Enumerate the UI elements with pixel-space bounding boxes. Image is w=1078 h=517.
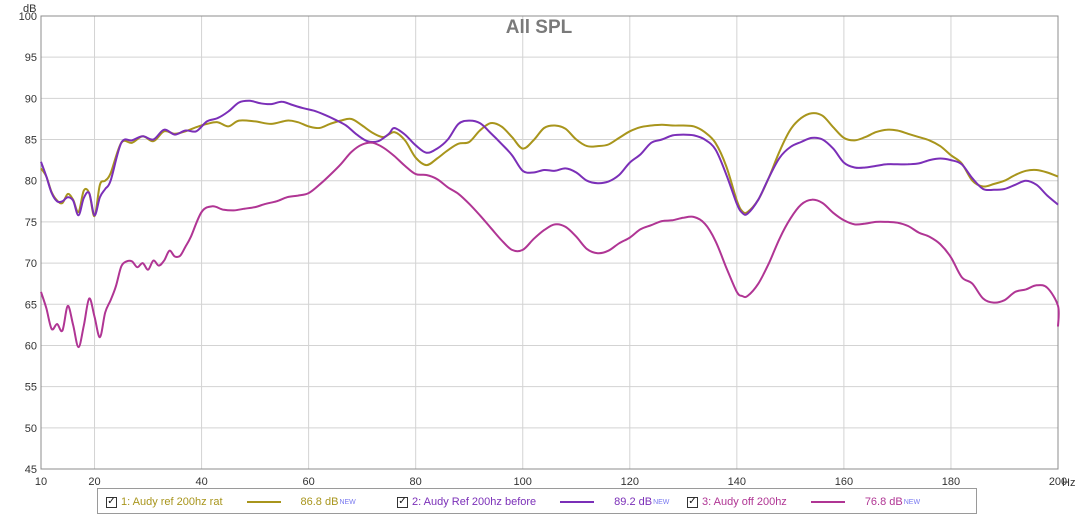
checkbox-series-2[interactable]: ✓ <box>397 496 408 508</box>
plot-area <box>40 15 1059 470</box>
legend-swatch-2 <box>560 501 595 503</box>
series-lines <box>40 99 1060 349</box>
checkbox-series-1[interactable]: ✓ <box>106 496 117 508</box>
legend-value-1: 86.8 dB <box>300 496 339 508</box>
legend-name-3: 3: Audy off 200hz <box>702 496 787 508</box>
grid-lines <box>40 15 1059 470</box>
legend: ✓ 1: Audy ref 200hz rat 86.8 dB NEW ✓ 2: … <box>97 488 977 514</box>
x-tick-label: 40 <box>195 476 207 488</box>
y-tick-label: 50 <box>25 423 37 435</box>
y-axis-label: dB <box>23 3 36 15</box>
legend-new-badge-3: NEW <box>903 498 921 506</box>
x-axis-ticks: 10 20 40 60 80 100 120 140 160 180 200 <box>35 476 1067 488</box>
y-tick-label: 70 <box>25 258 37 270</box>
y-tick-label: 45 <box>25 464 37 476</box>
legend-name-1: 1: Audy ref 200hz rat <box>121 496 223 508</box>
y-tick-label: 100 <box>19 11 37 23</box>
x-tick-label: 80 <box>410 476 422 488</box>
chart-title: All SPL <box>506 17 573 38</box>
x-tick-label: 200 <box>1049 476 1067 488</box>
y-tick-label: 90 <box>25 93 37 105</box>
y-tick-label: 80 <box>25 176 37 188</box>
y-tick-label: 95 <box>25 52 37 64</box>
legend-name-2: 2: Audy Ref 200hz before <box>412 496 537 508</box>
y-axis-ticks: 45 50 55 60 65 70 75 80 85 90 95 100 <box>19 11 37 476</box>
x-tick-label: 160 <box>835 476 853 488</box>
legend-item-2[interactable]: ✓ 2: Audy Ref 200hz before 89.2 dB NEW <box>397 489 669 515</box>
y-tick-label: 65 <box>25 299 37 311</box>
x-tick-label: 140 <box>728 476 746 488</box>
series-line-3 <box>40 141 1060 349</box>
legend-value-3: 76.8 dB <box>864 496 903 508</box>
x-tick-label: 10 <box>35 476 47 488</box>
legend-new-badge-2: NEW <box>653 498 670 506</box>
legend-swatch-1 <box>246 501 281 503</box>
y-tick-label: 75 <box>25 217 37 229</box>
legend-item-3[interactable]: ✓ 3: Audy off 200hz 76.8 dB NEW <box>687 489 920 515</box>
legend-item-1[interactable]: ✓ 1: Audy ref 200hz rat 86.8 dB NEW <box>106 489 356 515</box>
x-tick-label: 120 <box>621 476 639 488</box>
y-tick-label: 60 <box>25 340 37 352</box>
x-tick-label: 60 <box>303 476 315 488</box>
x-axis-unit: Hz <box>1062 477 1075 489</box>
legend-swatch-3 <box>810 501 845 503</box>
series-line-1 <box>40 112 1059 218</box>
legend-value-2: 89.2 dB <box>614 496 653 508</box>
y-tick-label: 55 <box>25 382 37 394</box>
x-tick-label: 100 <box>514 476 532 488</box>
legend-new-badge-1: NEW <box>339 498 356 506</box>
checkbox-series-3[interactable]: ✓ <box>687 496 698 508</box>
x-tick-label: 180 <box>942 476 960 488</box>
x-tick-label: 20 <box>88 476 100 488</box>
series-line-2 <box>40 99 1059 217</box>
y-tick-label: 85 <box>25 135 37 147</box>
